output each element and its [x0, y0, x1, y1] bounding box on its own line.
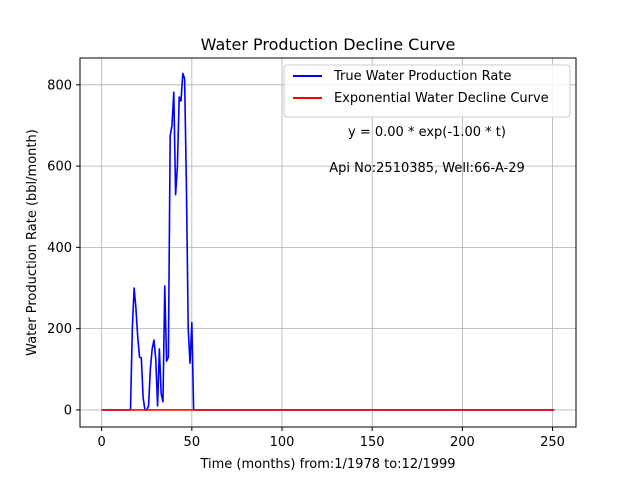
y-tick-label: 800	[47, 78, 72, 93]
x-axis-title: Time (months) from:1/1978 to:12/1999	[199, 457, 455, 472]
x-tick-label: 100	[270, 435, 295, 450]
y-tick-label: 200	[47, 322, 72, 337]
legend-label-true-rate: True Water Production Rate	[333, 69, 511, 84]
true-water-production-line	[101, 72, 555, 411]
x-tick-label: 150	[360, 435, 385, 450]
chart-title: Water Production Decline Curve	[201, 35, 456, 54]
legend-label-decline-curve: Exponential Water Decline Curve	[334, 91, 549, 106]
plot-lines	[101, 72, 555, 411]
x-tick-label: 250	[540, 435, 565, 450]
x-tick-label: 0	[98, 435, 106, 450]
x-tick-label: 200	[450, 435, 475, 450]
y-axis: 0 200 400 600 800	[47, 78, 80, 418]
y-tick-label: 400	[47, 241, 72, 256]
y-axis-title: Water Production Rate (bbl/month)	[25, 129, 40, 356]
legend-box	[283, 64, 571, 118]
x-axis: 0 50 100 150 200 250	[98, 427, 565, 450]
well-annotation: Api No:2510385, Well:66-A-29	[329, 161, 525, 176]
y-tick-label: 0	[64, 403, 72, 418]
legend: True Water Production Rate Exponential W…	[283, 64, 571, 118]
y-tick-label: 600	[47, 160, 72, 175]
x-tick-label: 50	[184, 435, 201, 450]
plot-frame	[79, 57, 577, 428]
equation-annotation: y = 0.00 * exp(-1.00 * t)	[348, 125, 506, 140]
